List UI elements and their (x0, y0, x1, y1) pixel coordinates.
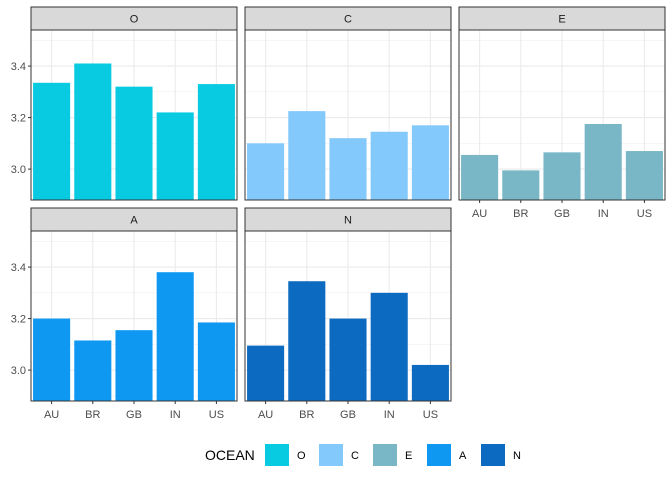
panel-border (244, 29, 452, 201)
legend-item-a: A (427, 444, 467, 466)
x-tick-label: US (637, 208, 652, 220)
x-tick-label: GB (126, 409, 142, 421)
x-tick-label: GB (554, 208, 570, 220)
bar-o-us (197, 84, 235, 200)
facet-strip-label: C (344, 14, 352, 26)
bar-o-br (74, 63, 112, 200)
x-tick-label: BR (513, 208, 528, 220)
x-tick-label: AU (44, 409, 59, 421)
bar-n-gb (329, 318, 367, 401)
bar-e-br (502, 170, 540, 200)
legend-key (481, 444, 505, 466)
bar-c-gb (329, 138, 367, 200)
bar-e-us (625, 151, 663, 200)
x-tick-label: US (423, 409, 438, 421)
facet-strip-label: E (558, 14, 565, 26)
x-tick-label: AU (472, 208, 487, 220)
x-tick-label: US (209, 409, 224, 421)
y-tick-label: 3.4 (11, 262, 26, 274)
y-tick-label: 3.2 (11, 314, 26, 326)
bar-n-br (288, 281, 326, 401)
bar-n-us (411, 364, 449, 401)
x-tick-label: AU (258, 409, 273, 421)
legend-label: O (297, 450, 306, 462)
bar-a-gb (115, 330, 153, 401)
y-tick-label: 3.2 (11, 113, 26, 125)
legend-key (373, 444, 397, 466)
facet-panel-a: A (30, 207, 238, 402)
facet-panel-e: E (458, 6, 666, 201)
x-tick-label: GB (340, 409, 356, 421)
legend-key (265, 444, 289, 466)
facet-panels: O C E A N (30, 6, 666, 402)
bar-e-gb (543, 152, 581, 200)
x-axes: AU BR GB IN US AU BR GB IN US AU BR GB IN US (44, 200, 652, 421)
facet-strip-label: A (130, 215, 138, 227)
y-axes: 3.0 3.2 3.4 3.0 3.2 3.4 (11, 61, 31, 377)
legend-item-n: N (481, 444, 521, 466)
bar-a-us (197, 322, 235, 401)
facet-panel-n: N (244, 207, 452, 402)
bar-c-br (288, 111, 326, 200)
legend-item-o: O (265, 444, 306, 466)
x-tick-label: IN (384, 409, 395, 421)
legend-label: A (459, 450, 467, 462)
bar-e-au (461, 154, 499, 200)
facet-panel-o: O (30, 6, 238, 201)
bar-o-au (33, 82, 71, 200)
panel-border (30, 29, 238, 201)
legend-label: E (405, 450, 412, 462)
x-tick-label: IN (598, 208, 609, 220)
legend-key (427, 444, 451, 466)
x-tick-label: BR (85, 409, 100, 421)
legend-label: N (513, 450, 521, 462)
bar-o-in (156, 112, 194, 200)
legend-key (319, 444, 343, 466)
bar-n-au (247, 345, 285, 401)
y-tick-label: 3.4 (11, 61, 26, 73)
x-tick-label: BR (299, 409, 314, 421)
x-tick-label: IN (170, 409, 181, 421)
legend-label: C (351, 450, 359, 462)
bar-n-in (370, 292, 408, 401)
facet-strip-label: O (130, 14, 139, 26)
y-tick-label: 3.0 (11, 365, 26, 377)
facet-panel-c: C (244, 6, 452, 201)
bar-c-in (370, 131, 408, 200)
bar-o-gb (115, 86, 153, 200)
y-tick-label: 3.0 (11, 164, 26, 176)
legend-item-e: E (373, 444, 412, 466)
facet-strip-label: N (344, 215, 352, 227)
bar-a-br (74, 340, 112, 401)
legend-item-c: C (319, 444, 359, 466)
bar-c-au (247, 143, 285, 200)
bar-c-us (411, 125, 449, 200)
bar-a-au (33, 318, 71, 401)
bar-e-in (584, 124, 622, 200)
bar-a-in (156, 272, 194, 401)
legend-title: OCEAN (205, 447, 255, 463)
